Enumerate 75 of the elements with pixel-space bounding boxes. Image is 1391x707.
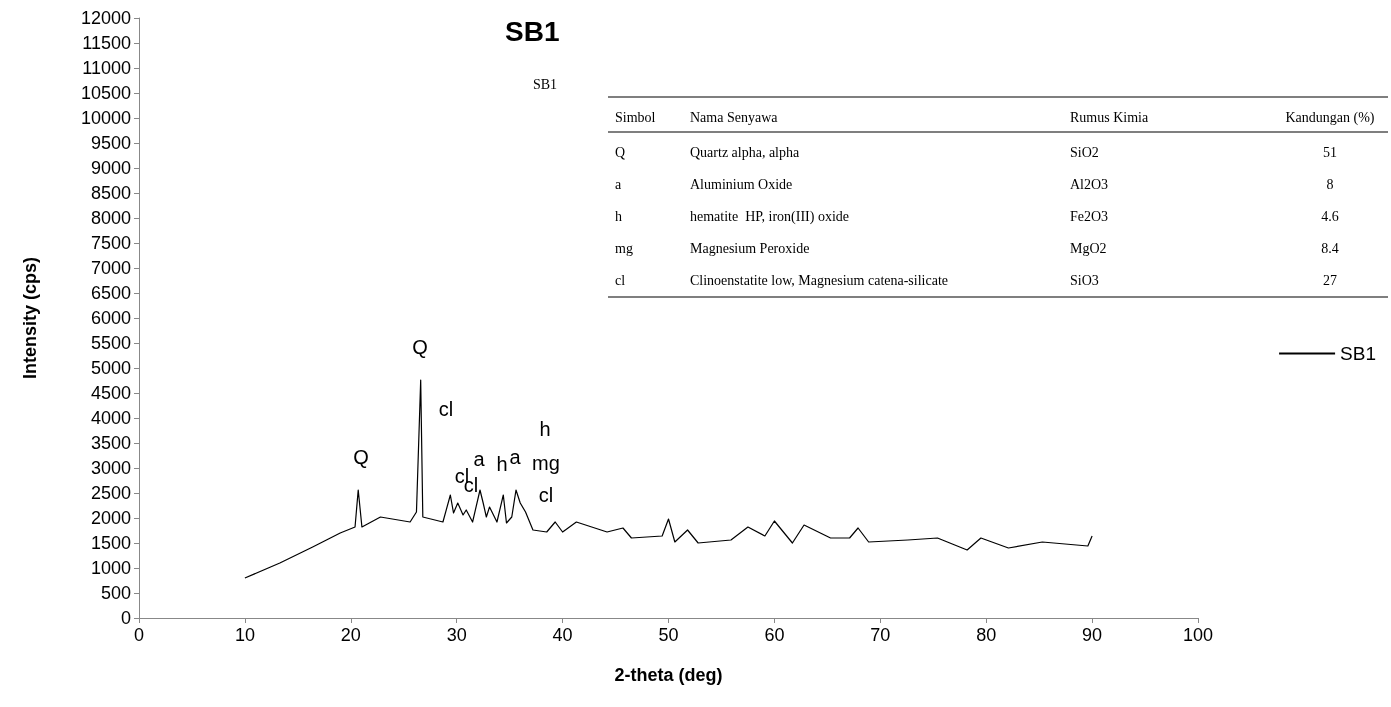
- x-axis-title: 2-theta (deg): [614, 665, 723, 685]
- chart-title: SB1: [505, 15, 560, 47]
- y-tick-label: 11500: [82, 33, 131, 53]
- x-tick-label: 20: [340, 625, 361, 645]
- text: 8.4: [1321, 240, 1339, 256]
- annotation: SiO3: [1070, 272, 1099, 288]
- annotation: cl: [615, 272, 626, 288]
- y-tick-label: 10500: [80, 83, 131, 103]
- annotation: mg: [532, 452, 560, 474]
- annotation: a: [509, 446, 522, 468]
- y-tick-label: 4000: [90, 408, 131, 428]
- y-tick-label: 500: [100, 583, 131, 603]
- y-tick-label: 3000: [90, 458, 131, 478]
- y-tick-label: 0: [120, 608, 131, 628]
- annotation: Q: [353, 446, 369, 468]
- x-tick-label: 40: [552, 625, 573, 645]
- annotation: MgO2: [1070, 240, 1107, 256]
- annotation: hematite HP, iron(III) oxide: [690, 208, 850, 225]
- annotation: cl: [438, 398, 454, 420]
- y-tick-label: 1500: [90, 533, 131, 553]
- legend-label: SB1: [1340, 343, 1377, 364]
- annotation: a: [615, 176, 622, 192]
- y-tick-label: 2500: [90, 483, 131, 503]
- x-tick-label: 50: [658, 625, 679, 645]
- x-tick-label: 30: [446, 625, 467, 645]
- x-tick-label: 0: [133, 625, 145, 645]
- y-tick-label: 11000: [82, 58, 131, 78]
- y-tick-label: 8500: [90, 183, 131, 203]
- text: Kandungan (%): [1285, 109, 1375, 126]
- text: 4.6: [1321, 208, 1339, 224]
- annotation: Aluminium Oxide: [690, 176, 793, 192]
- annotation: h: [539, 418, 551, 440]
- annotation: h: [496, 453, 508, 475]
- x-tick-label: 70: [870, 625, 891, 645]
- annotation: SiO2: [1070, 144, 1099, 160]
- annotation: mg: [615, 240, 633, 256]
- y-tick-label: 8000: [90, 208, 131, 228]
- annotation: a: [473, 448, 486, 470]
- annotation: Magnesium Peroxide: [690, 240, 810, 256]
- annotation: Q: [412, 336, 428, 358]
- x-tick-label: 60: [764, 625, 785, 645]
- y-tick-label: 7000: [90, 258, 131, 278]
- annotation: Nama Senyawa: [690, 109, 779, 125]
- text: 27: [1323, 272, 1337, 288]
- annotation: Clinoenstatite low, Magnesium catena-silicate: [690, 272, 949, 288]
- x-tick-label: 100: [1182, 625, 1214, 645]
- y-tick-label: 1000: [90, 558, 131, 578]
- annotation: Fe2O3: [1070, 208, 1109, 224]
- annotation: Simbol: [615, 109, 656, 125]
- annotation: Rumus Kimia: [1070, 109, 1149, 125]
- annotation: SB1: [533, 76, 558, 92]
- y-tick-label: 9500: [90, 133, 131, 153]
- y-tick-label: 10000: [80, 108, 131, 128]
- y-tick-label: 5500: [90, 333, 131, 353]
- y-tick-label: 7500: [90, 233, 131, 253]
- annotation: cl: [538, 484, 554, 506]
- y-tick-label: 4500: [90, 383, 131, 403]
- y-tick-label: 6000: [90, 308, 131, 328]
- y-tick-label: 3500: [90, 433, 131, 453]
- annotation: Al2O3: [1070, 176, 1109, 192]
- x-tick-label: 80: [976, 625, 997, 645]
- y-tick-label: 6500: [90, 283, 131, 303]
- annotation: Q: [615, 144, 626, 160]
- y-tick-label: 5000: [90, 358, 131, 378]
- y-axis-title: Intensity (cps): [20, 256, 40, 380]
- line-series: [244, 379, 1093, 579]
- y-tick-label: 12000: [80, 8, 131, 28]
- y-tick-label: 9000: [90, 158, 131, 178]
- x-tick-label: 10: [234, 625, 255, 645]
- annotation: Quartz alpha, alpha: [690, 144, 801, 160]
- text: 8: [1326, 176, 1334, 192]
- text: 51: [1323, 144, 1337, 160]
- x-tick-label: 90: [1082, 625, 1103, 645]
- annotation: h: [615, 208, 622, 224]
- y-tick-label: 2000: [90, 508, 131, 528]
